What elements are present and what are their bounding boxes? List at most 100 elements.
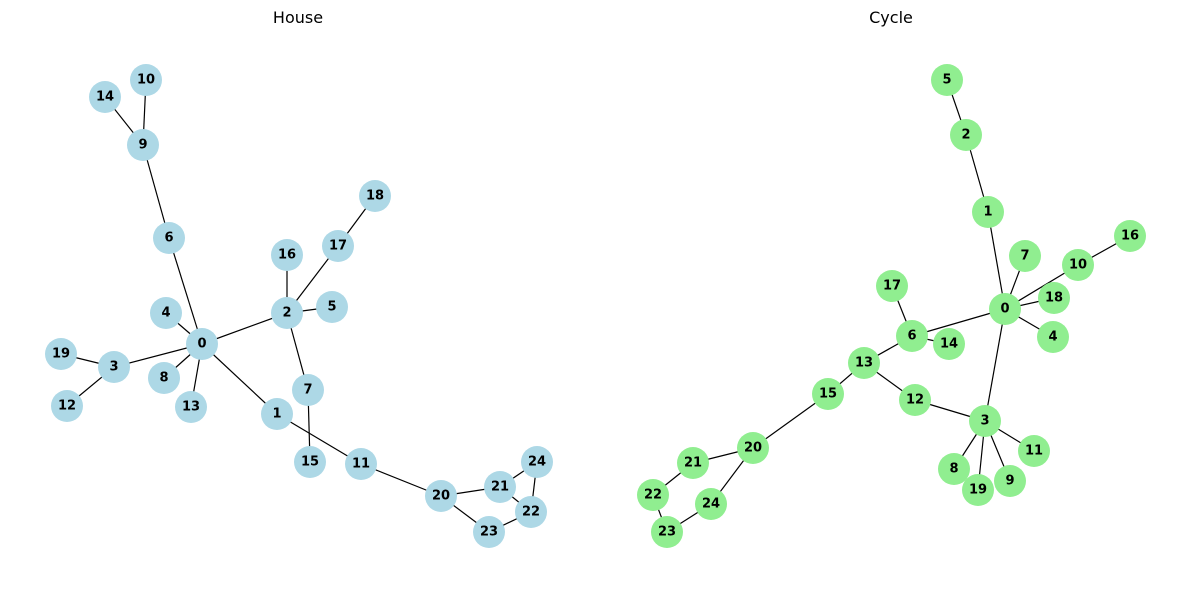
house-node-3: 3 xyxy=(98,351,130,383)
house-node-circle-4 xyxy=(150,297,182,329)
cycle-node-circle-4 xyxy=(1037,321,1069,353)
house-node-label-3: 3 xyxy=(109,360,118,375)
house-node-21: 21 xyxy=(484,471,516,503)
house-node-11: 11 xyxy=(345,448,377,480)
cycle-node-label-19: 19 xyxy=(969,483,987,498)
cycle-node-label-17: 17 xyxy=(883,279,901,294)
house-node-9: 9 xyxy=(127,129,159,161)
house-node-circle-18 xyxy=(359,180,391,212)
house-edge-6-0 xyxy=(168,237,203,345)
house-node-label-9: 9 xyxy=(138,138,147,153)
cycle-node-circle-0 xyxy=(989,293,1021,325)
house-node-circle-19 xyxy=(45,338,77,370)
cycle-node-circle-13 xyxy=(848,347,880,379)
cycle-node-label-23: 23 xyxy=(658,525,676,540)
cycle-node-label-8: 8 xyxy=(949,462,958,477)
graph-title-house: House xyxy=(272,8,324,27)
house-node-label-23: 23 xyxy=(480,525,498,540)
cycle-node-circle-7 xyxy=(1009,240,1041,272)
graph-title-cycle: Cycle xyxy=(869,8,913,27)
house-node-label-17: 17 xyxy=(329,239,347,254)
house-node-label-20: 20 xyxy=(432,489,450,504)
cycle-node-circle-21 xyxy=(677,447,709,479)
cycle-edge-0-6 xyxy=(911,308,1006,337)
cycle-node-circle-12 xyxy=(899,384,931,416)
house-node-circle-11 xyxy=(345,448,377,480)
cycle-node-12: 12 xyxy=(899,384,931,416)
house-edge-9-6 xyxy=(142,144,170,239)
cycle-node-11: 11 xyxy=(1018,435,1050,467)
house-node-24: 24 xyxy=(521,446,553,478)
cycle-node-circle-19 xyxy=(962,474,994,506)
house-node-circle-1 xyxy=(261,398,293,430)
cycle-node-label-7: 7 xyxy=(1020,249,1029,264)
house-node-10: 10 xyxy=(130,64,162,96)
cycle-node-23: 23 xyxy=(651,516,683,548)
cycle-edge-0-3 xyxy=(984,308,1006,422)
house-node-label-5: 5 xyxy=(327,300,336,315)
house-node-8: 8 xyxy=(148,362,180,394)
house-node-circle-10 xyxy=(130,64,162,96)
cycle-node-label-4: 4 xyxy=(1048,330,1057,345)
house-node-22: 22 xyxy=(515,496,547,528)
cycle-node-circle-8 xyxy=(938,453,970,485)
house-node-circle-23 xyxy=(473,516,505,548)
house-node-label-22: 22 xyxy=(522,505,540,520)
house-node-circle-16 xyxy=(271,239,303,271)
house-node-16: 16 xyxy=(271,239,303,271)
cycle-node-7: 7 xyxy=(1009,240,1041,272)
house-node-label-6: 6 xyxy=(164,231,173,246)
cycle-node-label-18: 18 xyxy=(1045,291,1063,306)
cycle-node-2: 2 xyxy=(950,119,982,151)
cycle-node-1: 1 xyxy=(972,196,1004,228)
cycle-node-circle-9 xyxy=(994,465,1026,497)
cycle-node-label-11: 11 xyxy=(1025,444,1043,459)
house-node-label-8: 8 xyxy=(159,371,168,386)
cycle-node-label-24: 24 xyxy=(702,497,720,512)
house-node-label-18: 18 xyxy=(366,189,384,204)
cycle-node-label-13: 13 xyxy=(855,356,873,371)
house-node-13: 13 xyxy=(175,391,207,423)
house-node-circle-6 xyxy=(153,222,185,254)
house-node-20: 20 xyxy=(425,480,457,512)
house-node-17: 17 xyxy=(322,230,354,262)
house-node-14: 14 xyxy=(89,81,121,113)
cycle-node-circle-1 xyxy=(972,196,1004,228)
cycle-node-15: 15 xyxy=(812,378,844,410)
cycle-node-circle-3 xyxy=(969,405,1001,437)
cycle-node-circle-10 xyxy=(1062,249,1094,281)
cycle-node-16: 16 xyxy=(1114,220,1146,252)
cycle-node-circle-2 xyxy=(950,119,982,151)
house-node-label-10: 10 xyxy=(137,73,155,88)
house-node-circle-5 xyxy=(316,291,348,323)
house-node-2: 2 xyxy=(271,297,303,329)
cycle-node-label-20: 20 xyxy=(744,441,762,456)
house-edge-0-1 xyxy=(201,343,278,415)
cycle-node-24: 24 xyxy=(695,488,727,520)
house-node-circle-20 xyxy=(425,480,457,512)
house-node-label-15: 15 xyxy=(301,455,319,470)
house-node-circle-13 xyxy=(175,391,207,423)
house-edge-1-11 xyxy=(276,413,362,465)
cycle-node-label-9: 9 xyxy=(1005,474,1014,489)
house-node-label-1: 1 xyxy=(272,407,281,422)
house-node-label-24: 24 xyxy=(528,455,546,470)
house-node-6: 6 xyxy=(153,222,185,254)
cycle-node-circle-15 xyxy=(812,378,844,410)
house-node-circle-8 xyxy=(148,362,180,394)
house-node-label-14: 14 xyxy=(96,90,114,105)
cycle-node-6: 6 xyxy=(896,320,928,352)
cycle-node-17: 17 xyxy=(876,270,908,302)
cycle-node-label-14: 14 xyxy=(940,337,958,352)
cycle-node-label-5: 5 xyxy=(942,73,951,88)
house-node-circle-15 xyxy=(294,446,326,478)
house-node-circle-2 xyxy=(271,297,303,329)
cycle-node-label-21: 21 xyxy=(684,456,702,471)
cycle-node-circle-18 xyxy=(1038,282,1070,314)
cycle-node-3: 3 xyxy=(969,405,1001,437)
house-node-circle-17 xyxy=(322,230,354,262)
cycle-node-9: 9 xyxy=(994,465,1026,497)
cycle-node-label-0: 0 xyxy=(1000,302,1009,317)
